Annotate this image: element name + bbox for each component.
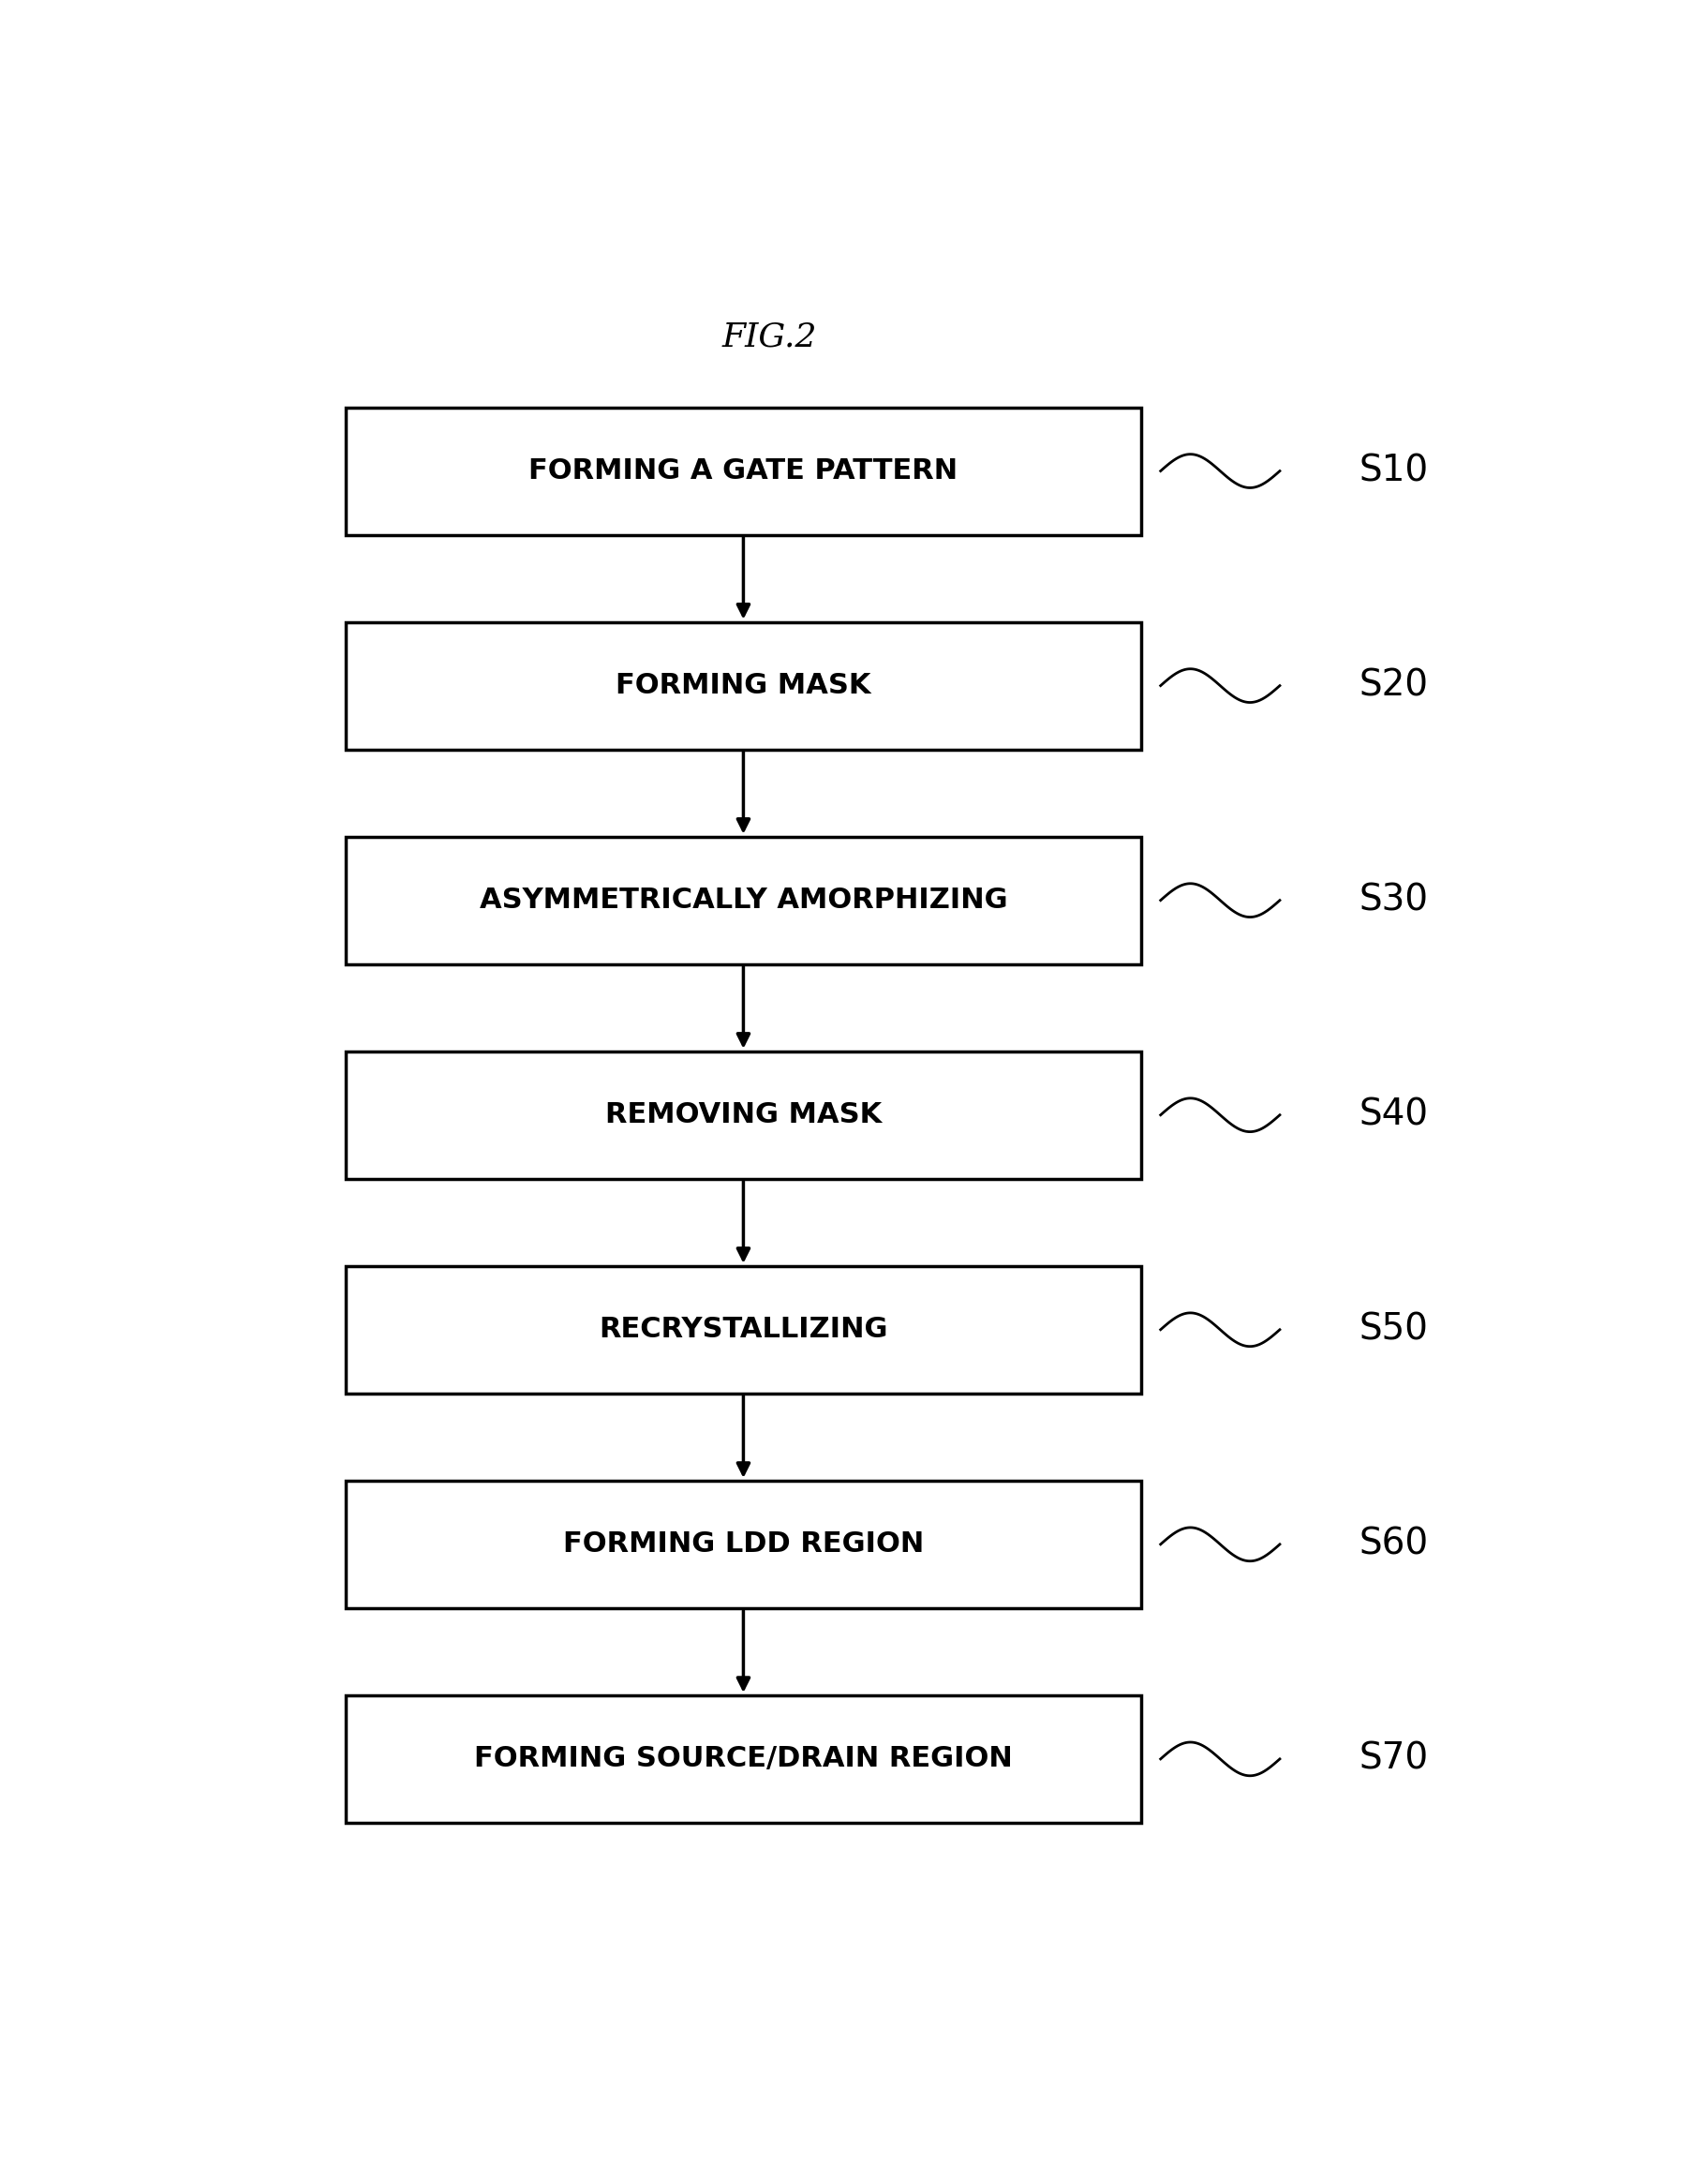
- Bar: [347, 1265, 1141, 1394]
- Bar: [347, 407, 1141, 536]
- Text: ASYMMETRICALLY AMORPHIZING: ASYMMETRICALLY AMORPHIZING: [478, 886, 1008, 915]
- Text: REMOVING MASK: REMOVING MASK: [605, 1102, 881, 1128]
- Text: S50: S50: [1358, 1311, 1428, 1348]
- Text: FIG.2: FIG.2: [722, 320, 816, 353]
- Text: S20: S20: [1358, 669, 1428, 703]
- Text: S60: S60: [1358, 1527, 1428, 1562]
- Bar: [347, 1052, 1141, 1178]
- Text: S30: S30: [1358, 882, 1428, 919]
- Text: FORMING LDD REGION: FORMING LDD REGION: [562, 1531, 924, 1557]
- Text: S40: S40: [1358, 1098, 1428, 1133]
- Text: S70: S70: [1358, 1740, 1428, 1777]
- Bar: [347, 1481, 1141, 1607]
- Bar: [347, 836, 1141, 965]
- Text: FORMING A GATE PATTERN: FORMING A GATE PATTERN: [528, 457, 958, 484]
- Text: FORMING SOURCE/DRAIN REGION: FORMING SOURCE/DRAIN REGION: [473, 1745, 1013, 1773]
- Text: FORMING MASK: FORMING MASK: [615, 673, 871, 699]
- Bar: [347, 623, 1141, 749]
- Text: RECRYSTALLIZING: RECRYSTALLIZING: [598, 1316, 888, 1344]
- Bar: [347, 1694, 1141, 1823]
- Text: S10: S10: [1358, 453, 1428, 488]
